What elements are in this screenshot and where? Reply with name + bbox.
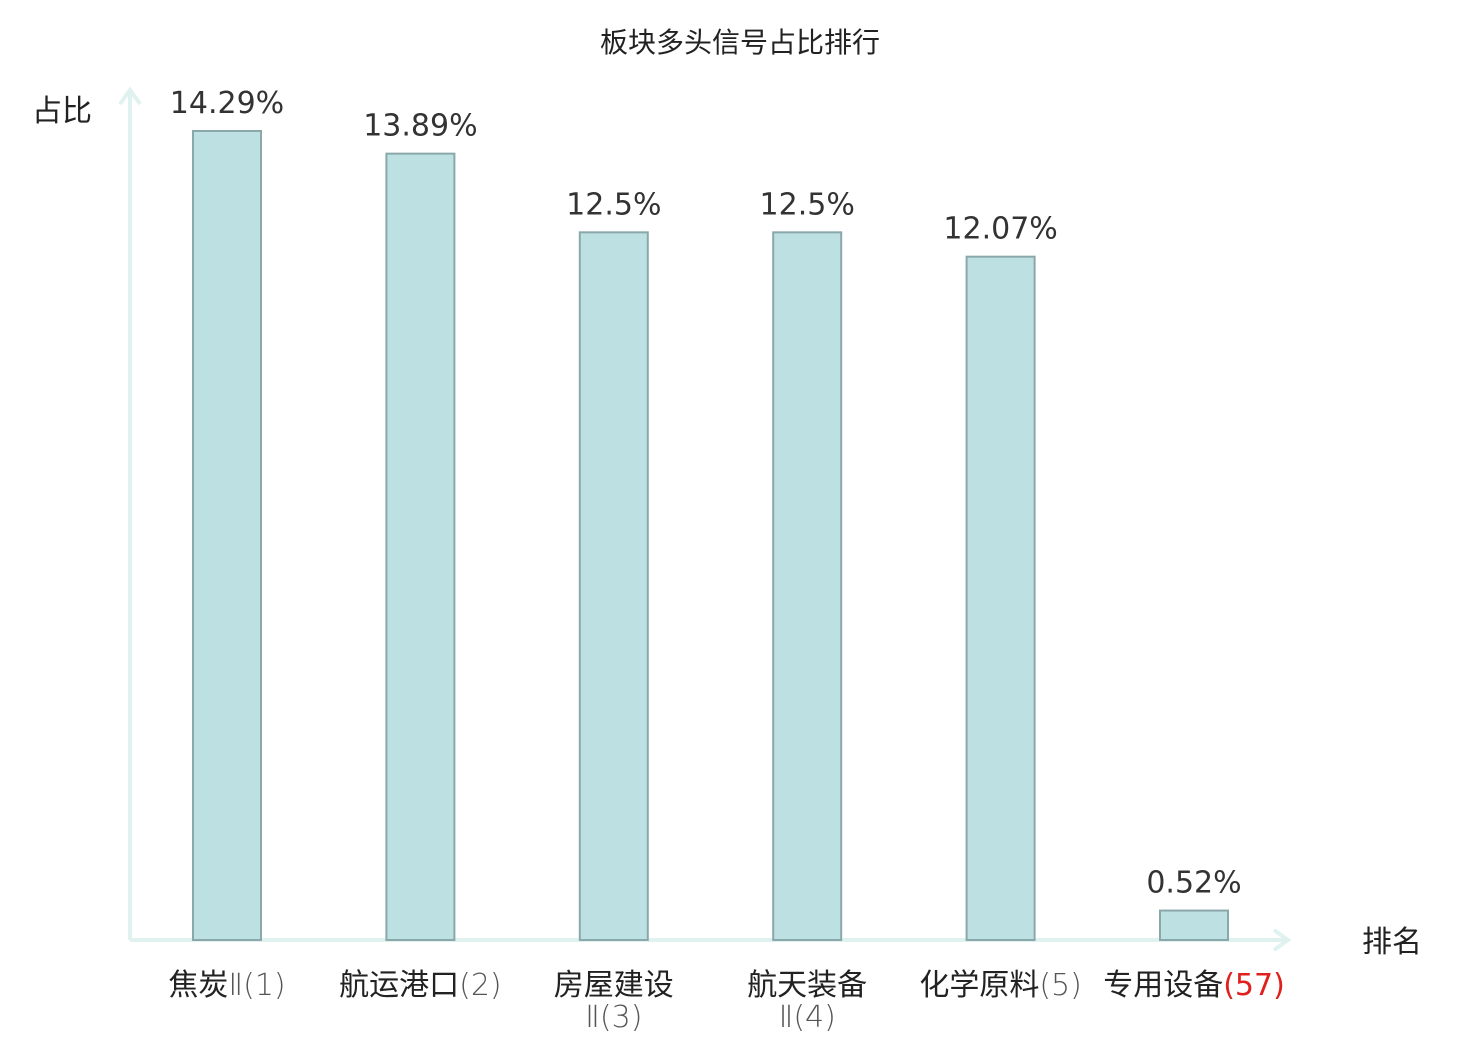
bar-value-label: 12.5% bbox=[566, 187, 661, 222]
category-label: 房屋建设 Ⅱ(3) bbox=[554, 968, 674, 1035]
category-label: 专用设备(57) bbox=[1103, 968, 1285, 1003]
bar-value-label: 14.29% bbox=[170, 86, 284, 121]
category-label: 焦炭Ⅱ(1) bbox=[168, 968, 285, 1003]
bar-value-label: 12.07% bbox=[943, 212, 1057, 247]
category-label: 航运港口(2) bbox=[339, 968, 502, 1003]
bar-value-label: 13.89% bbox=[363, 109, 477, 144]
category-labels-group: 焦炭Ⅱ(1) 航运港口(2) 房屋建设 Ⅱ(3) 航天装备 Ⅱ(4) 化学原料(5) 专用设备… bbox=[168, 968, 1284, 1035]
category-label: 化学原料(5) bbox=[919, 968, 1082, 1003]
value-labels-group: 14.29% 13.89% 12.5% 12.5% 12.07% 0.52% bbox=[170, 86, 1242, 901]
y-axis-arrow bbox=[118, 86, 142, 106]
bar bbox=[385, 152, 456, 941]
bar bbox=[578, 231, 649, 942]
axes bbox=[118, 86, 1292, 952]
x-axis-title: 排名 bbox=[1362, 925, 1422, 960]
x-axis-arrow bbox=[1272, 928, 1292, 952]
bar-value-label: 12.5% bbox=[760, 187, 855, 222]
bar bbox=[965, 255, 1036, 941]
bar bbox=[1159, 909, 1229, 941]
bar bbox=[192, 130, 262, 941]
bar-value-label: 0.52% bbox=[1146, 866, 1241, 901]
y-axis-title: 占比 bbox=[32, 94, 92, 129]
bars-group bbox=[192, 130, 1229, 942]
category-label: 航天装备 Ⅱ(4) bbox=[747, 968, 867, 1035]
bar bbox=[772, 231, 843, 942]
chart-title: 板块多头信号占比排行 bbox=[600, 26, 880, 59]
